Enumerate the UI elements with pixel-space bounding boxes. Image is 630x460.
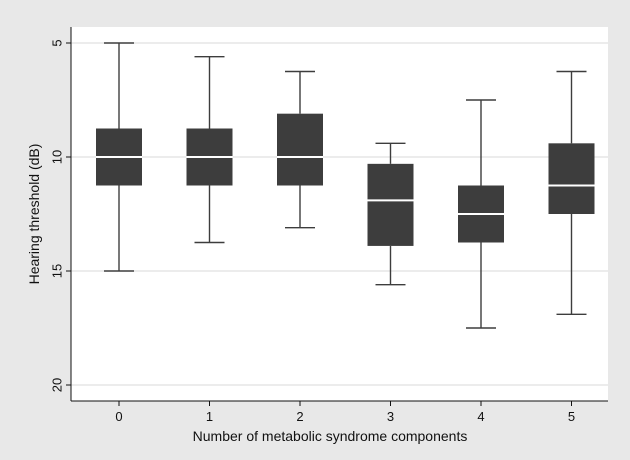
x-tick-label: 5 xyxy=(568,409,575,424)
y-tick-label: 15 xyxy=(50,264,65,278)
box-group-4 xyxy=(458,99,504,329)
y-axis-title: Hearing threshold (dB) xyxy=(26,144,42,285)
box-group-3 xyxy=(367,142,414,286)
x-tick-label: 0 xyxy=(115,409,122,424)
x-tick-label: 4 xyxy=(477,409,484,424)
box-group-1 xyxy=(186,55,233,244)
x-tick-label: 1 xyxy=(206,409,213,424)
box-group-5 xyxy=(548,70,595,316)
y-tick-label: 10 xyxy=(50,150,65,164)
x-axis-title: Number of metabolic syndrome components xyxy=(193,428,468,444)
y-tick-label: 20 xyxy=(50,378,65,392)
gridlines xyxy=(71,42,608,386)
x-ticks: 0 1 2 3 4 5 xyxy=(115,401,575,424)
box-iqr xyxy=(367,163,414,246)
box-series xyxy=(96,42,595,329)
x-tick-label: 2 xyxy=(296,409,303,424)
box-iqr xyxy=(277,113,323,186)
x-tick-label: 3 xyxy=(387,409,394,424)
plot-area xyxy=(71,27,608,401)
box-group-2 xyxy=(277,70,323,229)
y-tick-label: 5 xyxy=(50,39,65,46)
y-ticks: 5 10 15 20 xyxy=(50,39,71,392)
box-group-0 xyxy=(96,42,142,272)
box-iqr xyxy=(548,143,595,214)
